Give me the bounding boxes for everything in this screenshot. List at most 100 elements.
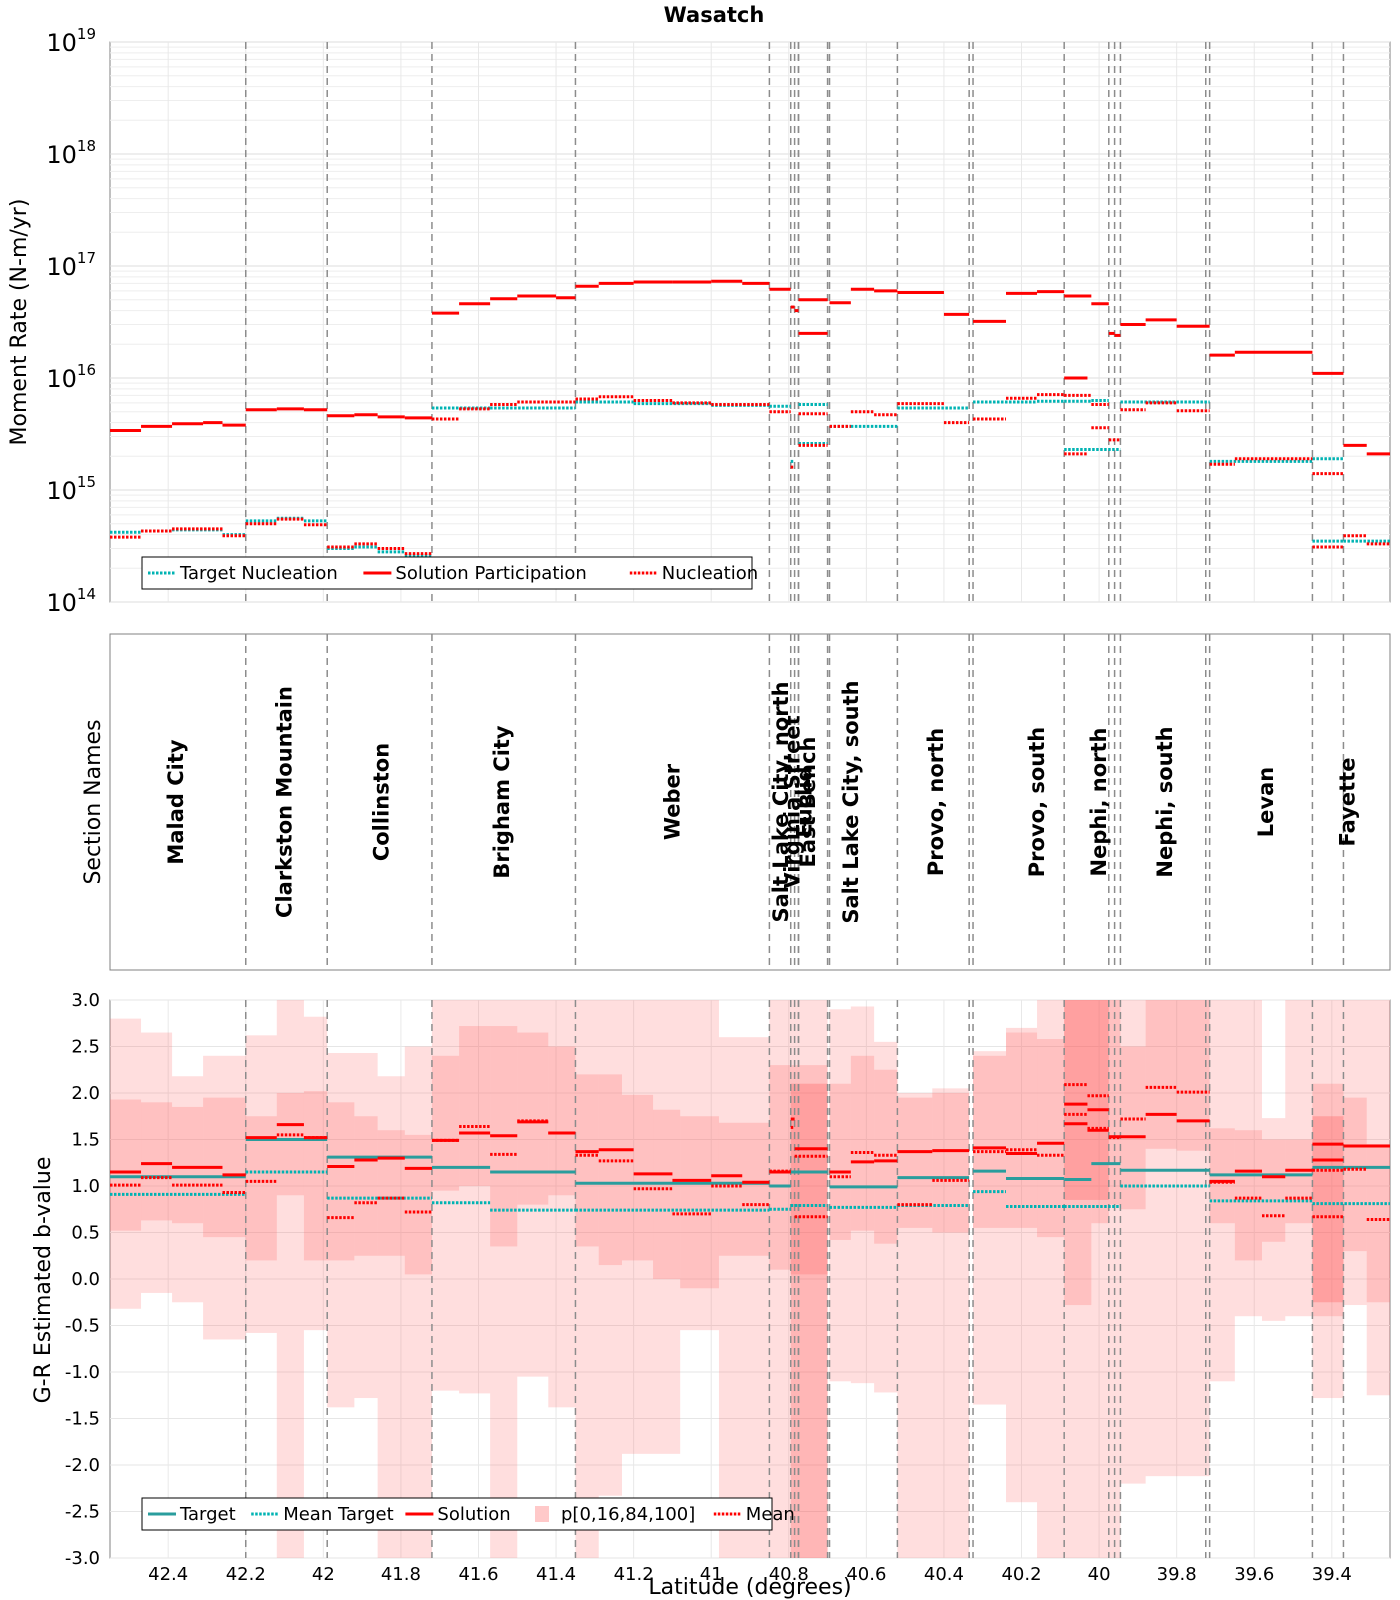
bottom-y-tick-label: -2.0 <box>65 1455 100 1476</box>
percentile-band-inner <box>1262 1139 1286 1242</box>
section-name-label: Malad City <box>164 739 188 864</box>
section-name-label: Provo, south <box>1025 727 1049 877</box>
percentile-band-outer <box>850 1006 875 1384</box>
moment-rate-panel: 1014 1015 1016 1017 1018 1019 Moment Rate (N-… <box>7 25 1391 617</box>
bottom-y-axis-label: G-R Estimated b-value <box>31 1157 56 1404</box>
percentile-band-outer <box>245 1035 277 1333</box>
x-tick-label: 41.6 <box>458 1564 498 1585</box>
percentile-band-inner <box>680 1116 719 1289</box>
percentile-band-inner <box>517 1032 549 1205</box>
percentile-band-inner <box>1120 1046 1146 1210</box>
percentile-band-outer <box>1006 1032 1038 1503</box>
percentile-band-overlap <box>1064 1000 1109 1200</box>
x-tick-label: 42.2 <box>226 1564 266 1585</box>
middle-plot-area <box>109 633 1391 971</box>
percentile-band-outer <box>1366 1000 1390 1396</box>
percentile-band-inner <box>897 1097 933 1228</box>
percentile-band-inner <box>932 1093 970 1233</box>
percentile-band-inner <box>110 1099 142 1231</box>
bottom-series <box>110 1083 1390 1221</box>
percentile-band-inner <box>1145 1000 1177 1149</box>
percentile-band-outer <box>404 1046 432 1558</box>
percentile-band-inner <box>548 1046 576 1196</box>
x-tick-label: 41.8 <box>381 1564 421 1585</box>
percentile-band-inner <box>575 1074 599 1247</box>
percentile-band-outer <box>1285 1000 1313 1317</box>
top-y-tick-label: 1015 <box>46 473 96 505</box>
section-name-label: Virginia Street <box>781 715 805 888</box>
legend-label: Mean Target <box>283 1504 393 1525</box>
bottom-y-tick-label: -2.5 <box>65 1502 100 1523</box>
bottom-y-tick-label: -1.5 <box>65 1409 100 1430</box>
x-tick-label: 41 <box>700 1564 723 1585</box>
percentile-band-outer <box>1209 1000 1235 1382</box>
x-tick-label: 39.4 <box>1312 1564 1352 1585</box>
legend-label: Target Nucleation <box>179 563 338 584</box>
x-tick-label: 39.8 <box>1157 1564 1197 1585</box>
percentile-band-outer <box>203 1055 246 1340</box>
percentile-band-inner <box>1037 1039 1065 1238</box>
bottom-y-tick-label: 1.5 <box>71 1130 100 1151</box>
x-tick-label: 39.6 <box>1234 1564 1274 1585</box>
top-y-tick-label: 1014 <box>46 585 96 617</box>
top-y-axis-label: Moment Rate (N-m/yr) <box>7 199 32 446</box>
percentile-band-outer <box>431 1000 460 1391</box>
x-tick-label: 40.8 <box>769 1564 809 1585</box>
bottom-y-tick-label: 2.0 <box>71 1083 100 1104</box>
x-axis-label: Latitude (degrees) <box>648 1575 851 1600</box>
percentile-band-inner <box>1234 1130 1262 1261</box>
top-section-boundaries <box>245 42 1345 602</box>
percentile-band-outer <box>874 1041 898 1393</box>
x-tick-label: 41.2 <box>614 1564 654 1585</box>
x-ticks: 42.4 42.2 42 41.8 41.6 41.4 41.2 41 40.8 40.6 40.4… <box>148 1564 1352 1585</box>
percentile-band-inner <box>622 1094 654 1261</box>
bottom-y-tick-label: 2.5 <box>71 1037 100 1058</box>
percentile-band-inner <box>431 1055 460 1191</box>
middle-y-axis-label: Section Names <box>81 719 106 884</box>
top-series <box>110 279 1390 558</box>
x-tick-label: 40.6 <box>846 1564 886 1585</box>
percentile-band-outer <box>172 1076 204 1303</box>
section-name-label: Collinston <box>370 743 394 861</box>
legend-box <box>141 1497 773 1531</box>
section-name-label: Fayette <box>1335 758 1359 847</box>
percentile-band-inner <box>598 1074 622 1266</box>
percentile-band-outer <box>973 1051 1006 1405</box>
percentile-band-outer <box>932 1088 970 1558</box>
percentile-band-outer <box>1120 1000 1146 1484</box>
legend-label: Nucleation <box>662 563 758 584</box>
section-name-label: Provo, north <box>924 728 948 876</box>
percentile-band-inner <box>459 1026 491 1186</box>
section-name-label: Brigham City <box>490 725 514 879</box>
percentile-band-inner <box>354 1116 378 1256</box>
percentile-band-inner <box>1343 1097 1367 1252</box>
percentile-band-outer <box>490 1000 518 1558</box>
legend-label: Solution Participation <box>395 563 586 584</box>
percentile-band-inner <box>1366 1144 1390 1303</box>
x-tick-label: 42.4 <box>148 1564 188 1585</box>
x-tick-label: 41.4 <box>536 1564 576 1585</box>
section-name-label: Clarkston Mountain <box>273 686 297 918</box>
percentile-band-outer <box>1064 1000 1109 1558</box>
section-name-label: Levan <box>1254 767 1278 837</box>
percentile-band-outer <box>680 1000 719 1331</box>
percentile-band-outer <box>1176 1000 1210 1477</box>
legend-label: Solution <box>437 1504 510 1525</box>
b-value-panel: -3.0 -2.5 -2.0 -1.5 -1.0 -0.5 0.0 0.5 1.0 1.5 2.0 2… <box>31 990 1391 1600</box>
percentile-band-inner <box>874 1069 898 1244</box>
percentile-band-outer <box>897 1093 933 1558</box>
percentile-band-outer <box>1262 1118 1286 1321</box>
section-name-label: Nephi, south <box>1153 726 1177 877</box>
top-y-tick-label: 1018 <box>46 137 96 169</box>
top-legend: Target Nucleation Solution Participation N… <box>141 556 758 590</box>
percentile-band-outer <box>517 1000 549 1377</box>
percentile-bands <box>110 1000 1390 1558</box>
percentile-band-outer <box>354 1053 378 1399</box>
percentile-band-outer <box>548 1000 576 1408</box>
x-tick-label: 40.4 <box>924 1564 964 1585</box>
percentile-band-outer <box>1145 1000 1177 1477</box>
bottom-y-ticks: -3.0 -2.5 -2.0 -1.5 -1.0 -0.5 0.0 0.5 1.0 1.5 2.0 2… <box>65 990 100 1569</box>
top-y-tick-label: 1017 <box>46 249 96 281</box>
top-y-tick-label: 1019 <box>46 25 96 57</box>
